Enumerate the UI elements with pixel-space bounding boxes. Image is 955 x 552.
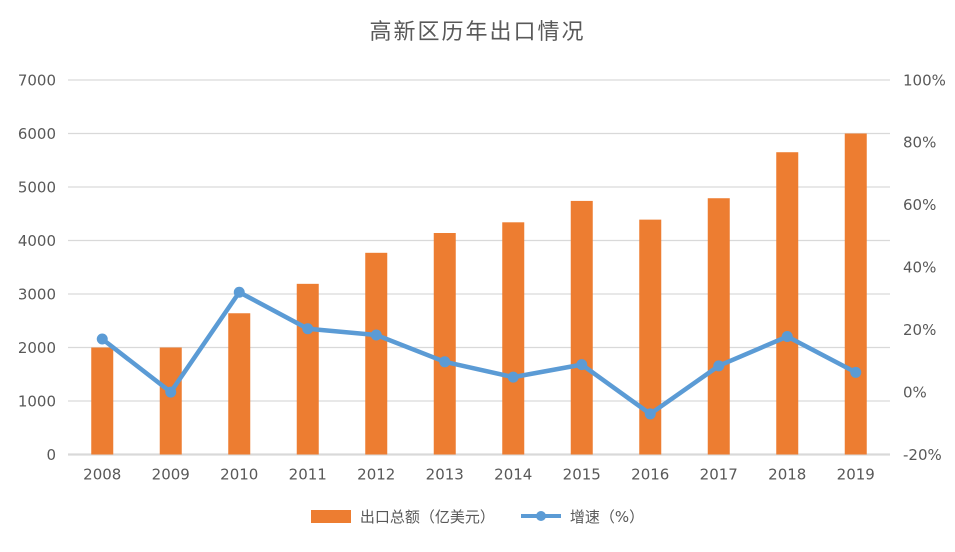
legend-label-export-total: 出口总额（亿美元） <box>359 508 495 526</box>
x-axis-label-2013: 2013 <box>426 466 464 484</box>
x-axis-label-2017: 2017 <box>700 466 738 484</box>
right-axis-tick-label: 0% <box>903 383 927 401</box>
bar-2018[interactable] <box>776 152 799 455</box>
line-marker-2013[interactable] <box>439 356 451 368</box>
legend-item-export-total[interactable]: 出口总额（亿美元） <box>310 506 495 527</box>
bar-2015[interactable] <box>570 200 593 455</box>
line-marker-2017[interactable] <box>713 360 725 372</box>
x-axis-label-2008: 2008 <box>83 466 121 484</box>
line-marker-2016[interactable] <box>644 408 656 420</box>
combo-chart-plot: 0 1000 2000 3000 4000 5000 6000 7000 -20% 0% 20% 40… <box>18 71 946 484</box>
x-axis-label-2019: 2019 <box>837 466 875 484</box>
x-axis-label-2010: 2010 <box>220 466 258 484</box>
right-axis-tick-label: 80% <box>903 134 936 152</box>
bar-series-swatch-icon <box>310 510 351 523</box>
line-marker-2008[interactable] <box>96 333 108 345</box>
right-axis-tick-label: 100% <box>903 71 946 89</box>
left-axis-tick-label: 4000 <box>18 232 56 250</box>
line-marker-2018[interactable] <box>781 331 793 343</box>
line-marker-2019[interactable] <box>850 366 862 378</box>
left-axis-tick-label: 7000 <box>18 71 56 89</box>
x-axis-label-2012: 2012 <box>357 466 395 484</box>
left-axis-tick-label: 5000 <box>18 178 56 196</box>
left-axis-tick-label: 0 <box>46 446 56 464</box>
left-axis-tick-label: 6000 <box>18 125 56 143</box>
right-axis-tick-label: 20% <box>903 321 936 339</box>
x-axis-label-2009: 2009 <box>152 466 190 484</box>
bar-2011[interactable] <box>296 283 319 455</box>
line-marker-2009[interactable] <box>165 386 177 398</box>
x-axis-label-2015: 2015 <box>563 466 601 484</box>
x-axis-label-2011: 2011 <box>289 466 327 484</box>
line-marker-2011[interactable] <box>302 323 314 335</box>
bar-2014[interactable] <box>502 222 525 455</box>
growth-line[interactable] <box>100 289 858 417</box>
bar-2019[interactable] <box>844 133 867 455</box>
line-marker-2010[interactable] <box>233 286 245 298</box>
line-marker-2015[interactable] <box>576 359 588 371</box>
left-axis-tick-label: 1000 <box>18 392 56 410</box>
left-axis-tick-label: 3000 <box>18 285 56 303</box>
bar-2009[interactable] <box>159 347 182 455</box>
x-axis-label-2018: 2018 <box>768 466 806 484</box>
legend-label-growth-rate: 增速（%） <box>569 508 645 526</box>
right-axis-tick-label: 60% <box>903 196 936 214</box>
chart-legend: 出口总额（亿美元） 增速（%） <box>0 506 955 527</box>
line-marker-2014[interactable] <box>507 371 519 383</box>
right-axis-tick-label: 40% <box>903 259 936 277</box>
x-axis-label-2014: 2014 <box>494 466 532 484</box>
bar-2008[interactable] <box>91 347 114 455</box>
line-marker-2012[interactable] <box>370 329 382 341</box>
right-axis-tick-label: -20% <box>903 446 942 464</box>
left-axis-tick-label: 2000 <box>18 339 56 357</box>
bar-2010[interactable] <box>228 313 251 455</box>
chart-title: 高新区历年出口情况 <box>369 20 586 45</box>
bar-2016[interactable] <box>639 219 662 455</box>
legend-item-growth-rate[interactable]: 增速（%） <box>520 506 645 527</box>
bar-2013[interactable] <box>433 233 456 455</box>
x-axis-label-2016: 2016 <box>631 466 669 484</box>
bar-2017[interactable] <box>707 198 730 455</box>
line-series-swatch-icon <box>520 507 561 526</box>
bar-2012[interactable] <box>365 252 388 455</box>
